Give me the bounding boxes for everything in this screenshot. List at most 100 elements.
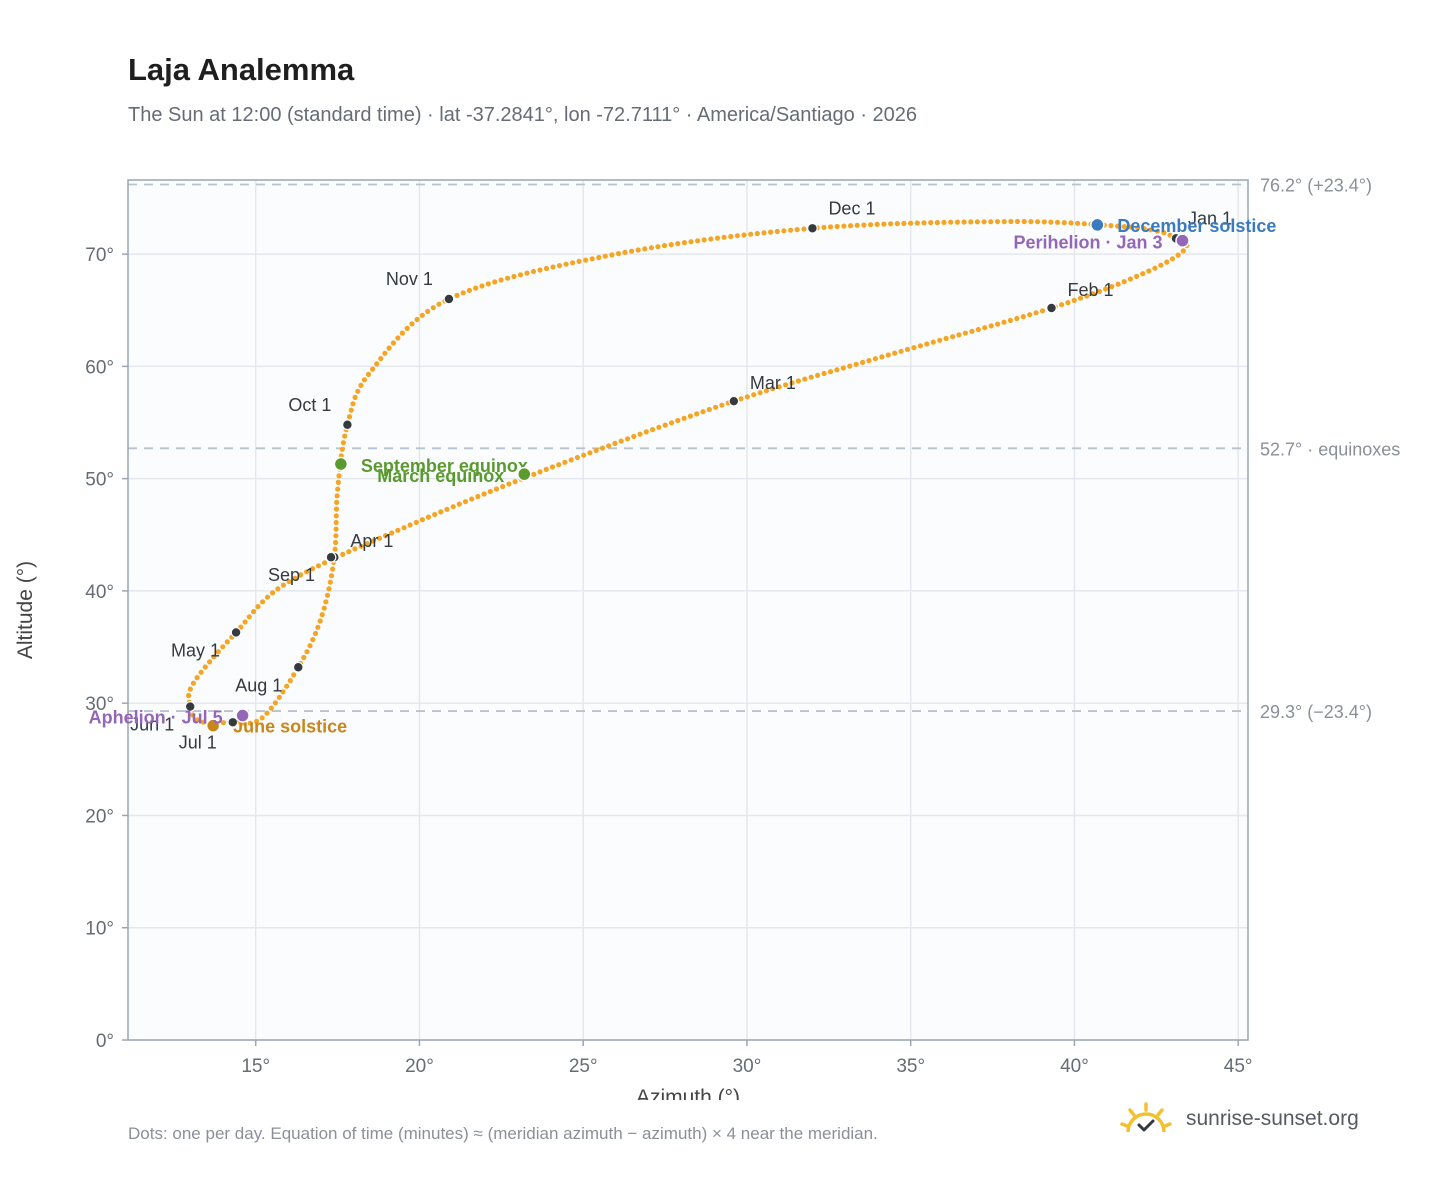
day-dot	[914, 220, 920, 226]
x-tick-label: 15°	[241, 1056, 270, 1077]
day-dot	[270, 590, 276, 596]
day-dot	[1115, 281, 1121, 287]
day-dot	[574, 454, 581, 461]
day-dot	[409, 321, 415, 327]
day-dot	[460, 290, 466, 296]
day-dot	[741, 232, 747, 238]
day-dot	[609, 252, 615, 258]
x-tick-label: 45°	[1224, 1056, 1253, 1077]
day-dot	[681, 240, 688, 246]
day-dot	[469, 496, 475, 502]
day-dot	[200, 719, 207, 725]
day-dot	[333, 513, 339, 519]
month-marker-label: Jul 1	[179, 732, 217, 752]
month-marker-dot	[230, 627, 242, 638]
day-dot	[1175, 252, 1181, 258]
day-dot	[1007, 317, 1014, 323]
x-axis-label: Azimuth (°)	[636, 1086, 740, 1100]
day-dot	[326, 586, 332, 592]
event-marker-dot	[235, 708, 250, 723]
page-subtitle: The Sun at 12:00 (standard time) · lat -…	[128, 104, 918, 126]
day-dot	[1096, 288, 1102, 294]
day-dot	[340, 440, 346, 446]
day-dot	[988, 323, 994, 329]
day-dot	[754, 230, 760, 237]
day-dot	[352, 546, 358, 552]
day-dot	[419, 312, 425, 318]
day-dot	[668, 420, 675, 426]
day-dot	[981, 219, 987, 225]
day-dot	[336, 473, 342, 479]
month-marker-label: Oct 1	[288, 395, 331, 415]
day-dot	[748, 231, 754, 237]
day-dot	[861, 222, 867, 228]
day-dot	[801, 226, 807, 232]
day-dot	[1161, 230, 1167, 236]
month-marker-label: Jun 1	[130, 715, 174, 735]
day-dot	[292, 575, 298, 581]
day-dot	[1001, 219, 1007, 225]
day-dot	[1109, 284, 1115, 290]
day-dot	[757, 390, 763, 396]
day-dot	[788, 227, 794, 233]
day-dot	[774, 228, 780, 235]
day-dot	[322, 560, 328, 566]
y-axis-ticks: 0° 10° 20° 30° 40° 50° 60° 70°	[85, 245, 128, 1052]
day-dot	[1135, 225, 1141, 231]
day-dot	[190, 712, 196, 718]
day-dot	[879, 354, 885, 360]
day-dot	[1014, 315, 1020, 322]
day-dot	[537, 469, 543, 475]
day-dot	[498, 277, 504, 283]
day-dot	[635, 247, 641, 253]
day-dot	[364, 541, 370, 547]
day-dot	[321, 605, 327, 611]
day-dot	[333, 539, 339, 546]
day-dot	[675, 241, 681, 247]
day-dot	[432, 511, 438, 518]
day-dot	[562, 459, 568, 465]
month-marker-dot	[184, 701, 196, 712]
day-dot	[404, 325, 410, 331]
x-tick-label: 30°	[733, 1056, 762, 1077]
day-dot	[339, 446, 345, 452]
month-marker-dot	[292, 661, 304, 673]
month-marker-dot	[443, 293, 455, 305]
day-dot	[872, 356, 879, 362]
brand[interactable]: sunrise-sunset.org	[1120, 1102, 1359, 1136]
day-dot	[602, 253, 608, 259]
x-tick-label: 20°	[405, 1056, 434, 1077]
month-marker-label: Aug 1	[235, 675, 282, 695]
event-marker-label: Perihelion · Jan 3	[1013, 233, 1162, 253]
day-dot	[904, 346, 911, 352]
day-dot	[901, 220, 907, 226]
day-dot	[794, 227, 800, 233]
reference-line-label: 76.2° (+23.4°)	[1260, 175, 1372, 195]
day-dot	[713, 404, 719, 410]
day-dot	[346, 549, 352, 555]
month-marker-dot	[325, 551, 337, 563]
day-dot	[962, 330, 969, 336]
month-marker-dot	[227, 716, 239, 728]
day-dot	[376, 535, 382, 541]
day-dot	[892, 350, 898, 356]
day-dot	[570, 260, 576, 266]
day-dot	[350, 401, 356, 407]
day-dot	[943, 335, 949, 342]
day-dot	[1021, 218, 1027, 225]
day-dot	[728, 233, 734, 240]
day-dot	[324, 592, 331, 598]
day-dot	[1180, 248, 1186, 254]
day-dot	[319, 612, 325, 618]
day-dot	[1035, 219, 1041, 225]
day-dot	[1108, 223, 1114, 229]
day-dot	[662, 422, 668, 428]
day-dot	[506, 481, 512, 487]
month-marker-label: Dec 1	[828, 198, 875, 218]
day-dot	[655, 244, 661, 250]
day-dot	[512, 479, 518, 485]
day-dot	[911, 345, 917, 351]
day-dot	[661, 243, 668, 249]
day-dot	[734, 233, 741, 239]
